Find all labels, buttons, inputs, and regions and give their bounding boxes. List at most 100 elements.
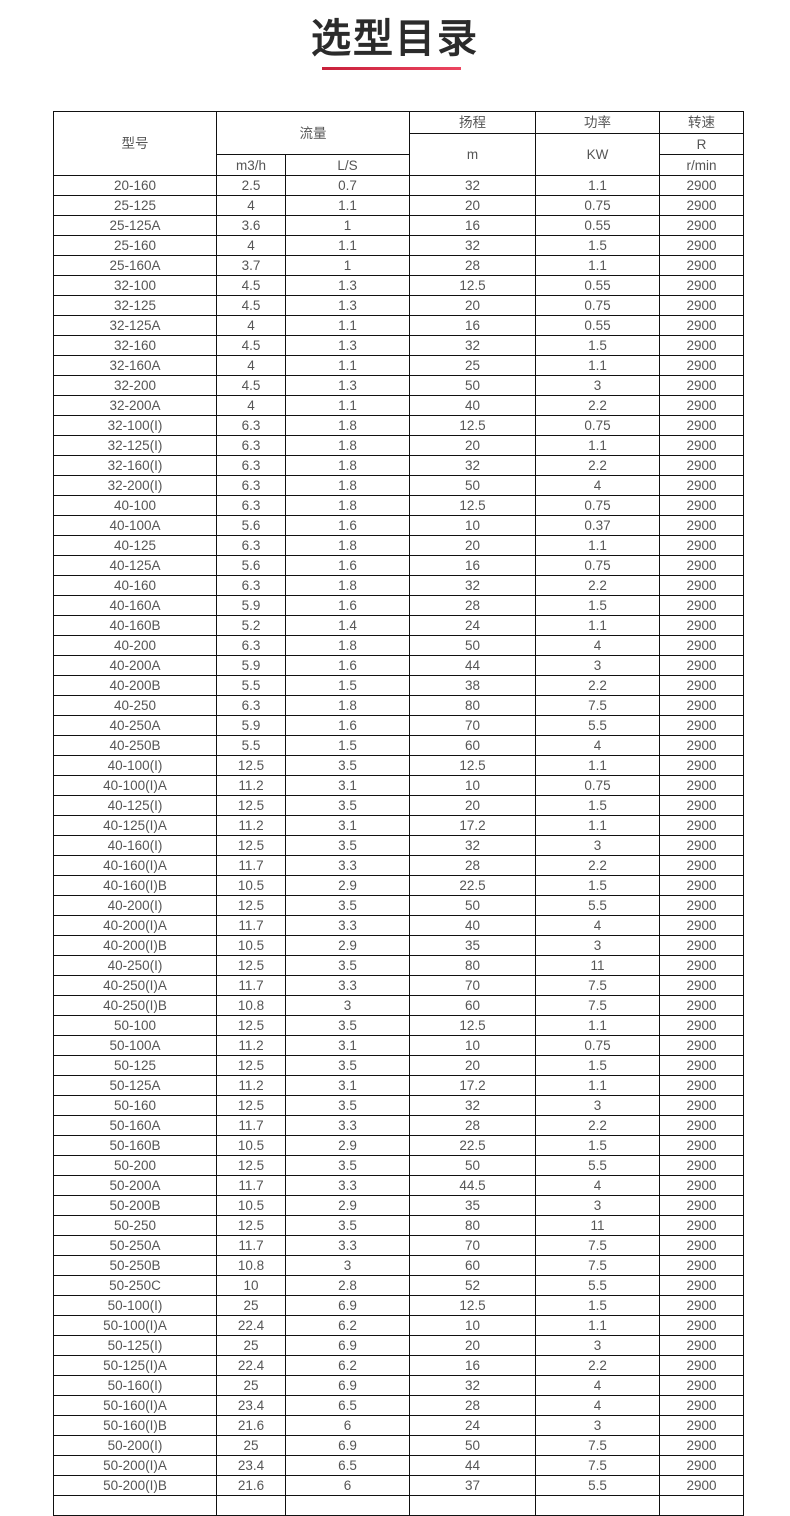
cell-speed: 2900 [659,1255,744,1276]
cell-power: 1.5 [535,595,660,616]
cell-power: 1.1 [535,615,660,636]
table-row: 40-100 6.3 1.8 12.5 0.75 2900 [53,495,744,516]
cell-flow-ls: 6 [285,1415,410,1436]
cell-power: 0.75 [535,775,660,796]
table-row: 40-125(I) 12.5 3.5 20 1.5 2900 [53,795,744,816]
cell-power: 7.5 [535,1435,660,1456]
cell-head: 16 [409,555,536,576]
cell-power: 3 [535,835,660,856]
cell-flow-ls: 0.7 [285,175,410,196]
cell-head: 40 [409,915,536,936]
cell-model: 50-160(I)B [53,1415,217,1436]
cell-speed: 2900 [659,1475,744,1496]
cell-flow-m3h: 12.5 [216,955,286,976]
cell-power: 4 [535,1395,660,1416]
cell-power: 0.55 [535,315,660,336]
cell-power: 2.2 [535,455,660,476]
header-head-unit: m [409,133,536,176]
cell-speed: 2900 [659,1095,744,1116]
cell-model: 32-160A [53,355,217,376]
table-row: 25-125 4 1.1 20 0.75 2900 [53,195,744,216]
cell-flow-ls: 1.6 [285,715,410,736]
cell-speed: 2900 [659,495,744,516]
cell-power: 11 [535,1215,660,1236]
table-row: 50-160(I)B 21.6 6 24 3 2900 [53,1415,744,1436]
cell-power: 1.1 [535,755,660,776]
cell-model: 40-160(I) [53,835,217,856]
table-row: 32-125(I) 6.3 1.8 20 1.1 2900 [53,435,744,456]
cell-flow-ls: 1.1 [285,395,410,416]
cell-flow-m3h: 5.9 [216,595,286,616]
cell-flow-m3h: 5.9 [216,655,286,676]
cell-model: 50-250B [53,1255,217,1276]
cell-flow-m3h: 11.7 [216,975,286,996]
cell-flow-m3h: 12.5 [216,755,286,776]
cell-power: 0.75 [535,555,660,576]
cell-model: 50-160 [53,1095,217,1116]
cell-speed: 2900 [659,355,744,376]
table-row: 32-200(I) 6.3 1.8 50 4 2900 [53,475,744,496]
table-row: 50-125(I)A 22.4 6.2 16 2.2 2900 [53,1355,744,1376]
cell-head: 44.5 [409,1175,536,1196]
cell-speed: 2900 [659,1155,744,1176]
table-row: 50-160 12.5 3.5 32 3 2900 [53,1095,744,1116]
cell-flow-ls: 3.1 [285,1035,410,1056]
cell-speed: 2900 [659,275,744,296]
cell-power: 3 [535,935,660,956]
table-row: 50-160(I) 25 6.9 32 4 2900 [53,1375,744,1396]
cell-power: 3 [535,1335,660,1356]
cell-flow-m3h: 22.4 [216,1315,286,1336]
cell-flow-m3h: 6.3 [216,695,286,716]
cell-head: 10 [409,775,536,796]
cell-flow-ls: 2.9 [285,935,410,956]
cell-head: 28 [409,1115,536,1136]
cell-speed: 2900 [659,595,744,616]
cell-flow-ls: 1.8 [285,635,410,656]
cell-head: 28 [409,855,536,876]
cell-power: 1.1 [535,255,660,276]
cell-head: 16 [409,215,536,236]
cell-model: 40-200 [53,635,217,656]
cell-flow-m3h: 5.9 [216,715,286,736]
cell-empty [659,1495,744,1516]
cell-speed: 2900 [659,175,744,196]
cell-model: 40-125 [53,535,217,556]
cell-speed: 2900 [659,615,744,636]
selection-table: 型号 流量 扬程 功率 转速 m KW R m3/h L/S r/min 20-… [53,111,744,1516]
cell-speed: 2900 [659,1355,744,1376]
cell-speed: 2900 [659,375,744,396]
cell-model: 32-200A [53,395,217,416]
cell-head: 10 [409,1035,536,1056]
cell-flow-m3h: 5.6 [216,515,286,536]
cell-head: 16 [409,1355,536,1376]
cell-speed: 2900 [659,335,744,356]
cell-model: 50-100(I) [53,1295,217,1316]
cell-flow-ls: 3.5 [285,795,410,816]
cell-speed: 2900 [659,1235,744,1256]
cell-model: 50-200 [53,1155,217,1176]
cell-head: 12.5 [409,415,536,436]
cell-head: 17.2 [409,815,536,836]
cell-flow-m3h: 22.4 [216,1355,286,1376]
cell-flow-m3h: 21.6 [216,1415,286,1436]
cell-power: 2.2 [535,675,660,696]
cell-power: 7.5 [535,695,660,716]
cell-speed: 2900 [659,475,744,496]
cell-flow-ls: 3.5 [285,1155,410,1176]
cell-power: 1.1 [535,1015,660,1036]
cell-flow-ls: 6.5 [285,1455,410,1476]
cell-power: 4 [535,735,660,756]
cell-flow-m3h: 6.3 [216,475,286,496]
cell-power: 4 [535,915,660,936]
cell-speed: 2900 [659,195,744,216]
cell-flow-m3h: 2.5 [216,175,286,196]
cell-model: 50-200A [53,1175,217,1196]
cell-flow-m3h: 21.6 [216,1475,286,1496]
cell-speed: 2900 [659,515,744,536]
table-row: 50-250A 11.7 3.3 70 7.5 2900 [53,1235,744,1256]
cell-flow-ls: 3.3 [285,1115,410,1136]
cell-flow-m3h: 11.2 [216,815,286,836]
cell-flow-m3h: 4 [216,235,286,256]
cell-power: 5.5 [535,1475,660,1496]
cell-flow-m3h: 12.5 [216,795,286,816]
